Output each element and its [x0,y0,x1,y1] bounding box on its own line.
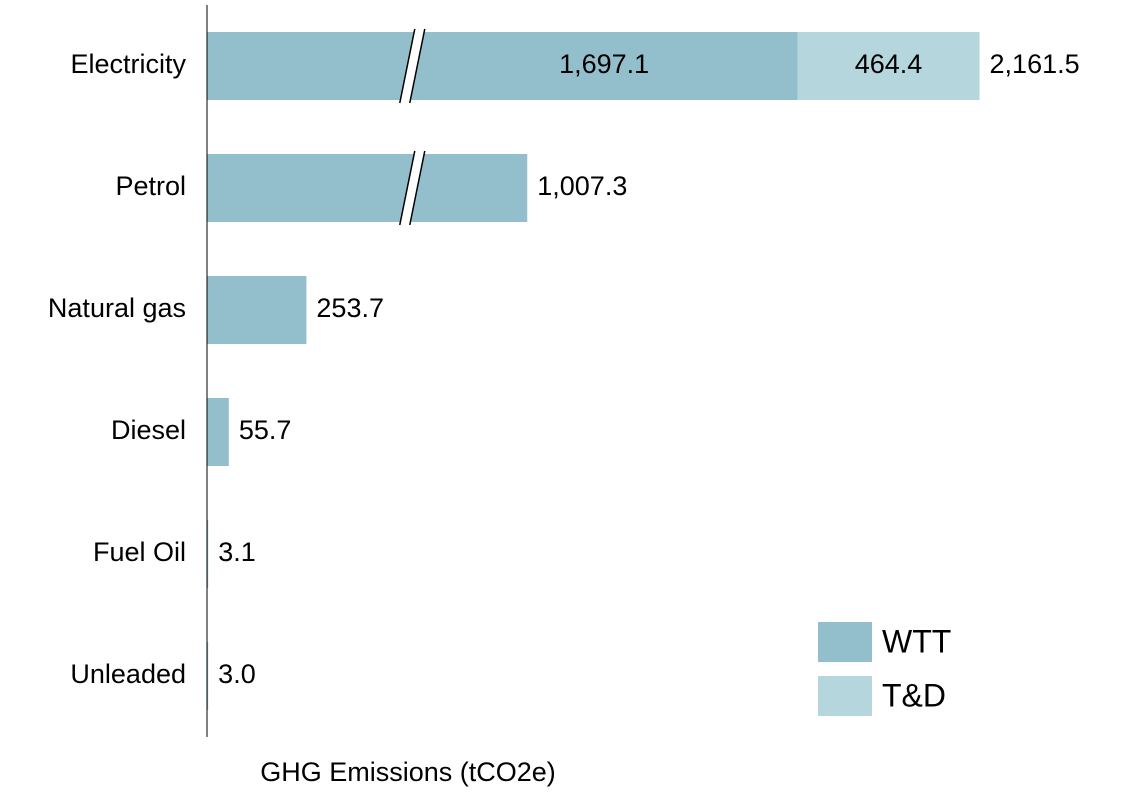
bar-segment [207,154,528,222]
axis-break-gap [399,151,425,225]
axis-break-line [409,150,426,226]
value-label: 55.7 [239,415,292,445]
axis-break-line [399,150,416,226]
bar-segment [207,32,798,100]
total-label: 2,161.5 [990,49,1080,79]
y-tick-label: Fuel Oil [93,537,186,567]
y-tick-label: Electricity [70,49,186,79]
axis-break-gap [399,29,425,103]
bar-segment [797,32,980,100]
legend-label: T&D [882,677,946,713]
legend-swatch [818,622,872,662]
value-label: 1,697.1 [559,49,649,79]
bar-segment [207,642,209,710]
bar-segment [207,276,307,344]
x-axis-label: GHG Emissions (tCO2e) [260,757,556,787]
bar-segment [207,520,209,588]
legend-swatch [818,676,872,716]
y-tick-label: Unleaded [70,659,186,689]
value-label: 253.7 [316,293,384,323]
axis-break-line [409,28,426,104]
bar-segment [207,398,229,466]
y-tick-label: Petrol [115,171,186,201]
y-tick-label: Natural gas [48,293,186,323]
legend-label: WTT [882,623,951,659]
value-label: 464.4 [855,49,923,79]
y-tick-label: Diesel [111,415,186,445]
value-label: 1,007.3 [537,171,627,201]
value-label: 3.1 [218,537,256,567]
axis-break-line [399,28,416,104]
value-label: 3.0 [218,659,256,689]
